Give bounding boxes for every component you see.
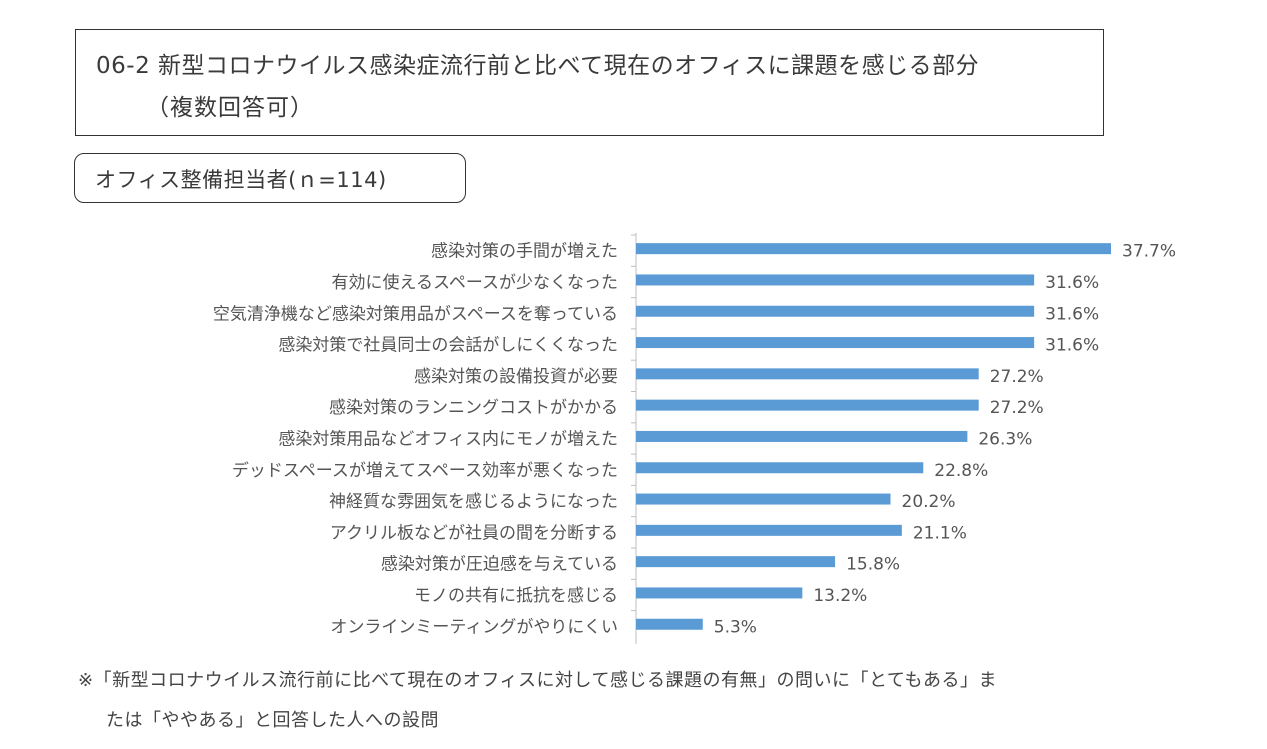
bar: [636, 556, 836, 568]
bar: [636, 462, 924, 474]
value-label: 15.8%: [846, 555, 900, 575]
value-label: 21.1%: [913, 523, 967, 543]
category-label: 有効に使えるスペースが少なくなった: [332, 272, 618, 293]
category-label: 感染対策の設備投資が必要: [414, 367, 618, 387]
value-label: 27.2%: [990, 398, 1044, 418]
bar: [636, 430, 968, 442]
bar: [636, 274, 1035, 286]
respondent-group-box: オフィス整備担当者(ｎ=114): [74, 153, 466, 203]
bar: [636, 524, 902, 536]
category-label: 感染対策用品などオフィス内にモノが増えた: [278, 429, 618, 449]
chart-title-note: （複数回答可）: [146, 95, 314, 121]
bar: [636, 399, 979, 411]
bar: [636, 587, 803, 599]
value-label: 31.6%: [1045, 304, 1099, 324]
value-label: 5.3%: [714, 617, 757, 637]
value-label: 27.2%: [990, 367, 1044, 387]
category-label: 感染対策の手間が増えた: [431, 242, 618, 262]
value-label: 31.6%: [1045, 336, 1099, 356]
category-label: デッドスペースが増えてスペース効率が悪くなった: [232, 460, 618, 481]
respondent-group-label: オフィス整備担当者(ｎ=114): [95, 168, 387, 192]
category-label: 感染対策のランニングコストがかかる: [329, 398, 618, 418]
category-label: 空気清浄機など感染対策用品がスペースを奪っている: [213, 304, 618, 324]
bar: [636, 493, 891, 505]
bar: [636, 618, 703, 630]
bar: [636, 368, 979, 380]
footnote-line-2: たは「ややある」と回答した人への設問: [106, 710, 439, 731]
category-label: 感染対策が圧迫感を与えている: [381, 555, 618, 575]
category-label: アクリル板などが社員の間を分断する: [330, 523, 618, 543]
value-label: 13.2%: [813, 586, 867, 606]
bar: [636, 337, 1035, 349]
value-label: 22.8%: [934, 461, 988, 481]
value-label: 26.3%: [978, 429, 1032, 449]
bar: [636, 243, 1111, 255]
value-label: 31.6%: [1045, 273, 1099, 293]
chart-title: 06-2 新型コロナウイルス感染症流行前と比べて現在のオフィスに課題を感じる部分: [96, 53, 980, 79]
value-label: 20.2%: [902, 492, 956, 512]
footnote-line-1: ※「新型コロナウイルス流行前に比べて現在のオフィスに対して感じる課題の有無」の問…: [78, 670, 998, 691]
category-label: モノの共有に抵抗を感じる: [414, 586, 618, 606]
category-label: オンラインミーティングがやりにくい: [330, 617, 618, 637]
category-label: 神経質な雰囲気を感じるようになった: [329, 492, 618, 512]
value-label: 37.7%: [1122, 242, 1176, 262]
bar: [636, 305, 1035, 317]
title-box: 06-2 新型コロナウイルス感染症流行前と比べて現在のオフィスに課題を感じる部分…: [75, 29, 1104, 136]
category-label: 感染対策で社員同士の会話がしにくくなった: [278, 336, 618, 356]
